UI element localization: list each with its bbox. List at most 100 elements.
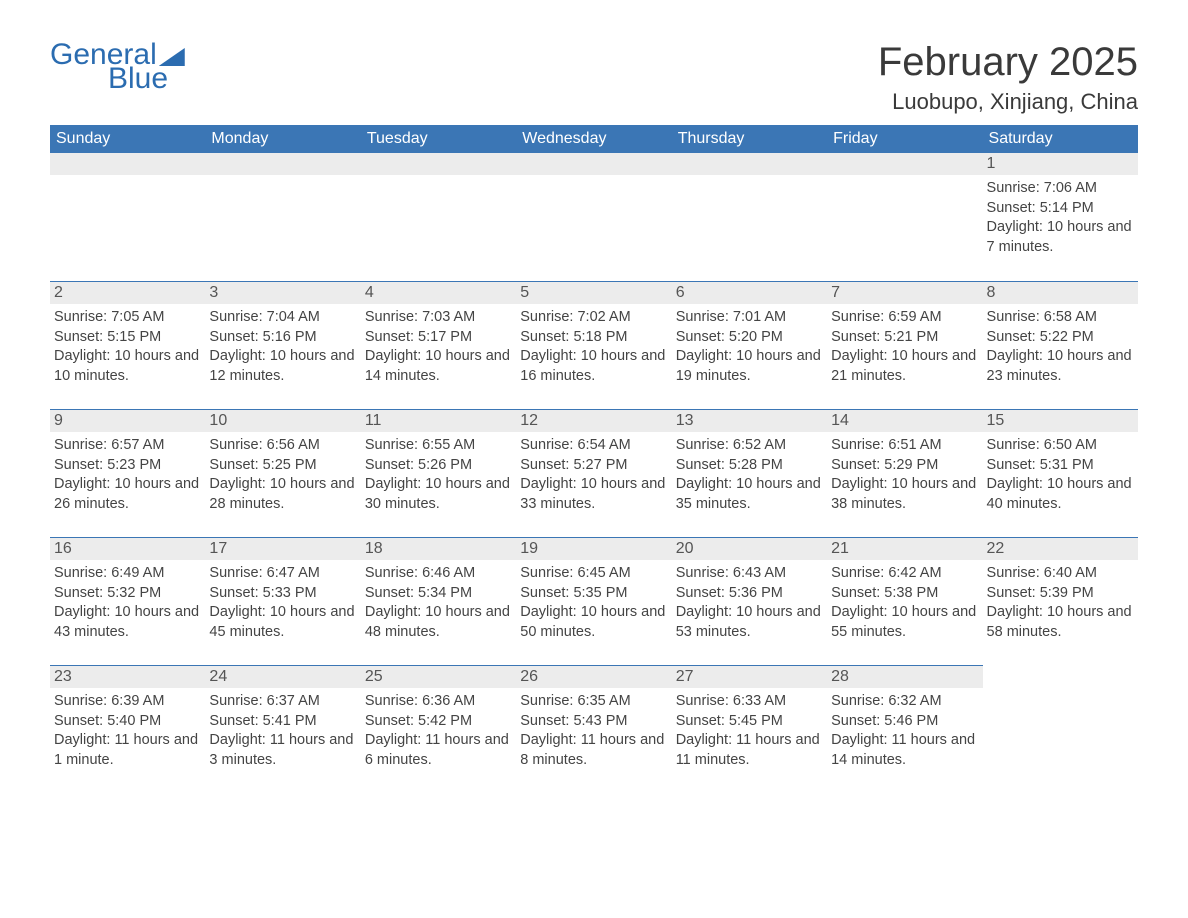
day-number: 19 [516,537,671,560]
sunrise-text: Sunrise: 6:32 AM [831,692,978,712]
sunrise-text: Sunrise: 6:55 AM [365,436,512,456]
calendar-cell [50,153,205,281]
calendar-cell: 3Sunrise: 7:04 AMSunset: 5:16 PMDaylight… [205,281,360,409]
sunset-text: Sunset: 5:34 PM [365,584,512,604]
empty-day-number [516,153,671,175]
day-details: Sunrise: 6:35 AMSunset: 5:43 PMDaylight:… [516,688,671,778]
sunset-text: Sunset: 5:26 PM [365,456,512,476]
calendar-cell: 20Sunrise: 6:43 AMSunset: 5:36 PMDayligh… [672,537,827,665]
day-number: 23 [50,665,205,688]
daylight-text: Daylight: 10 hours and 28 minutes. [209,475,356,514]
day-details: Sunrise: 7:06 AMSunset: 5:14 PMDaylight:… [983,175,1138,265]
daylight-text: Daylight: 10 hours and 48 minutes. [365,603,512,642]
sunrise-text: Sunrise: 6:45 AM [520,564,667,584]
calendar-cell: 27Sunrise: 6:33 AMSunset: 5:45 PMDayligh… [672,665,827,793]
sunset-text: Sunset: 5:16 PM [209,328,356,348]
calendar-cell: 12Sunrise: 6:54 AMSunset: 5:27 PMDayligh… [516,409,671,537]
sunset-text: Sunset: 5:41 PM [209,712,356,732]
calendar-cell: 6Sunrise: 7:01 AMSunset: 5:20 PMDaylight… [672,281,827,409]
calendar-cell: 8Sunrise: 6:58 AMSunset: 5:22 PMDaylight… [983,281,1138,409]
day-details: Sunrise: 6:43 AMSunset: 5:36 PMDaylight:… [672,560,827,650]
sunrise-text: Sunrise: 6:43 AM [676,564,823,584]
sunrise-text: Sunrise: 6:35 AM [520,692,667,712]
sunrise-text: Sunrise: 7:01 AM [676,308,823,328]
day-details: Sunrise: 7:01 AMSunset: 5:20 PMDaylight:… [672,304,827,394]
sunset-text: Sunset: 5:42 PM [365,712,512,732]
weekday-row: SundayMondayTuesdayWednesdayThursdayFrid… [50,125,1138,153]
daylight-text: Daylight: 10 hours and 58 minutes. [987,603,1134,642]
day-details: Sunrise: 6:50 AMSunset: 5:31 PMDaylight:… [983,432,1138,522]
day-details: Sunrise: 6:46 AMSunset: 5:34 PMDaylight:… [361,560,516,650]
sunset-text: Sunset: 5:39 PM [987,584,1134,604]
day-number: 26 [516,665,671,688]
sunset-text: Sunset: 5:33 PM [209,584,356,604]
calendar-week-row: 9Sunrise: 6:57 AMSunset: 5:23 PMDaylight… [50,409,1138,537]
weekday-header: Thursday [672,125,827,153]
page-header: General Blue February 2025 Luobupo, Xinj… [50,40,1138,119]
calendar-cell: 19Sunrise: 6:45 AMSunset: 5:35 PMDayligh… [516,537,671,665]
calendar-cell: 10Sunrise: 6:56 AMSunset: 5:25 PMDayligh… [205,409,360,537]
day-details: Sunrise: 6:51 AMSunset: 5:29 PMDaylight:… [827,432,982,522]
sunset-text: Sunset: 5:29 PM [831,456,978,476]
sunset-text: Sunset: 5:28 PM [676,456,823,476]
day-number: 15 [983,409,1138,432]
daylight-text: Daylight: 10 hours and 55 minutes. [831,603,978,642]
calendar-cell [983,665,1138,793]
sunrise-text: Sunrise: 6:42 AM [831,564,978,584]
sunset-text: Sunset: 5:45 PM [676,712,823,732]
day-number: 21 [827,537,982,560]
brand-logo: General Blue [50,40,185,94]
calendar-cell: 21 Sunrise: 6:42 AMSunset: 5:38 PMDayligh… [827,537,982,665]
sunset-text: Sunset: 5:35 PM [520,584,667,604]
day-details: Sunrise: 6:36 AMSunset: 5:42 PMDaylight:… [361,688,516,778]
day-number: 18 [361,537,516,560]
daylight-text: Daylight: 10 hours and 26 minutes. [54,475,201,514]
sunrise-text: Sunrise: 7:03 AM [365,308,512,328]
calendar-cell: 4Sunrise: 7:03 AMSunset: 5:17 PMDaylight… [361,281,516,409]
daylight-text: Daylight: 11 hours and 8 minutes. [520,731,667,770]
calendar-cell: 7Sunrise: 6:59 AMSunset: 5:21 PMDaylight… [827,281,982,409]
calendar-cell: 5Sunrise: 7:02 AMSunset: 5:18 PMDaylight… [516,281,671,409]
sunrise-text: Sunrise: 6:49 AM [54,564,201,584]
sunset-text: Sunset: 5:18 PM [520,328,667,348]
day-details: Sunrise: 6:58 AMSunset: 5:22 PMDaylight:… [983,304,1138,394]
calendar-cell: 14Sunrise: 6:51 AMSunset: 5:29 PMDayligh… [827,409,982,537]
sunset-text: Sunset: 5:27 PM [520,456,667,476]
day-details: Sunrise: 6:45 AMSunset: 5:35 PMDaylight:… [516,560,671,650]
sunrise-text: Sunrise: 6:51 AM [831,436,978,456]
daylight-text: Daylight: 10 hours and 45 minutes. [209,603,356,642]
day-number: 2 [50,281,205,304]
calendar-cell: 22Sunrise: 6:40 AMSunset: 5:39 PMDayligh… [983,537,1138,665]
day-number: 13 [672,409,827,432]
daylight-text: Daylight: 10 hours and 50 minutes. [520,603,667,642]
sunset-text: Sunset: 5:31 PM [987,456,1134,476]
sunrise-text: Sunrise: 6:57 AM [54,436,201,456]
month-title: February 2025 [878,40,1138,85]
day-details: Sunrise: 6:32 AMSunset: 5:46 PMDaylight:… [827,688,982,778]
title-block: February 2025 Luobupo, Xinjiang, China [878,40,1138,119]
daylight-text: Daylight: 11 hours and 14 minutes. [831,731,978,770]
sunrise-text: Sunrise: 6:33 AM [676,692,823,712]
day-details: Sunrise: 6:52 AMSunset: 5:28 PMDaylight:… [672,432,827,522]
daylight-text: Daylight: 10 hours and 21 minutes. [831,347,978,386]
day-number: 9 [50,409,205,432]
daylight-text: Daylight: 10 hours and 53 minutes. [676,603,823,642]
sunset-text: Sunset: 5:38 PM [831,584,978,604]
day-number: 16 [50,537,205,560]
sunrise-text: Sunrise: 6:50 AM [987,436,1134,456]
sunrise-text: Sunrise: 6:54 AM [520,436,667,456]
calendar-body: 1Sunrise: 7:06 AMSunset: 5:14 PMDaylight… [50,153,1138,793]
calendar-cell: 26Sunrise: 6:35 AMSunset: 5:43 PMDayligh… [516,665,671,793]
day-details: Sunrise: 6:57 AMSunset: 5:23 PMDaylight:… [50,432,205,522]
daylight-text: Daylight: 10 hours and 14 minutes. [365,347,512,386]
calendar-cell: 28Sunrise: 6:32 AMSunset: 5:46 PMDayligh… [827,665,982,793]
day-details: Sunrise: 6:40 AMSunset: 5:39 PMDaylight:… [983,560,1138,650]
daylight-text: Daylight: 10 hours and 10 minutes. [54,347,201,386]
calendar-cell: 16Sunrise: 6:49 AMSunset: 5:32 PMDayligh… [50,537,205,665]
calendar-week-row: 23Sunrise: 6:39 AMSunset: 5:40 PMDayligh… [50,665,1138,793]
daylight-text: Daylight: 11 hours and 3 minutes. [209,731,356,770]
sunrise-text: Sunrise: 6:36 AM [365,692,512,712]
day-number: 3 [205,281,360,304]
calendar-page: General Blue February 2025 Luobupo, Xinj… [0,0,1188,833]
calendar-cell [361,153,516,281]
